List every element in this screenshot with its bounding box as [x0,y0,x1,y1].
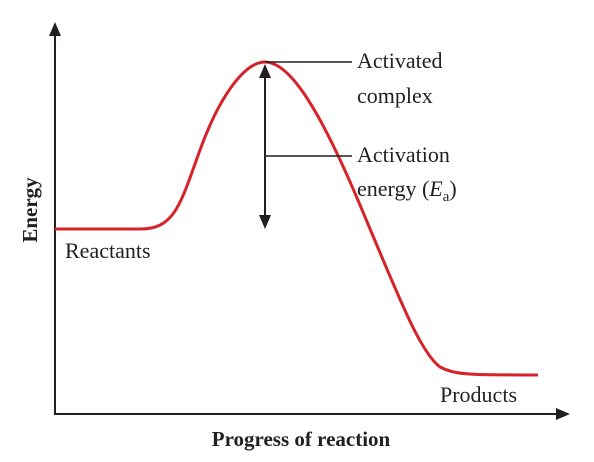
activation-energy-arrow-top-icon [259,64,271,78]
x-axis-title: Progress of reaction [212,427,391,451]
activation-energy-arrow-bottom-icon [259,215,271,229]
activated-complex-label-line2: complex [357,83,433,108]
activation-energy-subscript: a [443,189,450,205]
activation-energy-label-line1: Activation [357,142,450,167]
activation-energy-symbol: E [428,176,443,201]
energy-curve [55,60,539,377]
activation-energy-prefix: energy ( [357,176,429,201]
activated-complex-label-line1: Activated [357,48,443,73]
reactants-label: Reactants [65,238,151,263]
y-axis-arrow-icon [49,22,61,36]
y-axis-title: Energy [18,177,42,243]
activation-energy-label-line2: energy (Ea) [357,176,457,205]
activation-energy-suffix: ) [449,176,456,201]
products-label: Products [440,382,517,407]
x-axis-arrow-icon [556,408,570,420]
